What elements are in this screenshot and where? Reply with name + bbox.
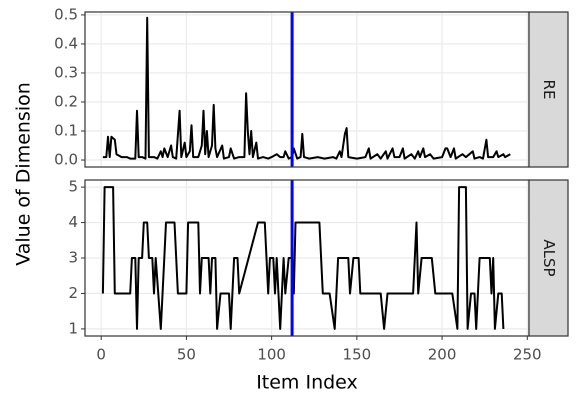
y-tick-label: 0.5 xyxy=(54,5,78,23)
x-tick-label: 100 xyxy=(257,346,286,364)
strip-label: ALSP xyxy=(540,239,558,276)
x-tick-label: 200 xyxy=(428,346,457,364)
y-tick-label: 2 xyxy=(68,284,78,302)
panel-background xyxy=(85,12,529,167)
x-tick-label: 0 xyxy=(96,346,106,364)
y-tick-label: 1 xyxy=(68,319,78,337)
y-tick-label: 0.3 xyxy=(54,63,78,81)
y-tick-label: 4 xyxy=(68,213,78,231)
y-tick-label: 0.0 xyxy=(54,151,78,169)
data-line xyxy=(101,186,505,330)
data-line xyxy=(102,16,511,160)
y-tick-label: 0.2 xyxy=(54,92,78,110)
x-axis-title: Item Index xyxy=(256,372,358,394)
y-tick-label: 5 xyxy=(68,178,78,196)
x-tick-label: 50 xyxy=(177,346,196,364)
y-tick-label: 3 xyxy=(68,249,78,267)
y-tick-label: 0.1 xyxy=(54,122,78,140)
x-tick-label: 150 xyxy=(343,346,372,364)
strip xyxy=(528,179,569,337)
strip-label: RE xyxy=(540,80,558,100)
y-axis-title: Value of Dimension xyxy=(13,82,35,266)
x-tick-label: 250 xyxy=(513,346,542,364)
strip xyxy=(528,11,569,168)
y-tick-label: 0.4 xyxy=(54,34,78,52)
